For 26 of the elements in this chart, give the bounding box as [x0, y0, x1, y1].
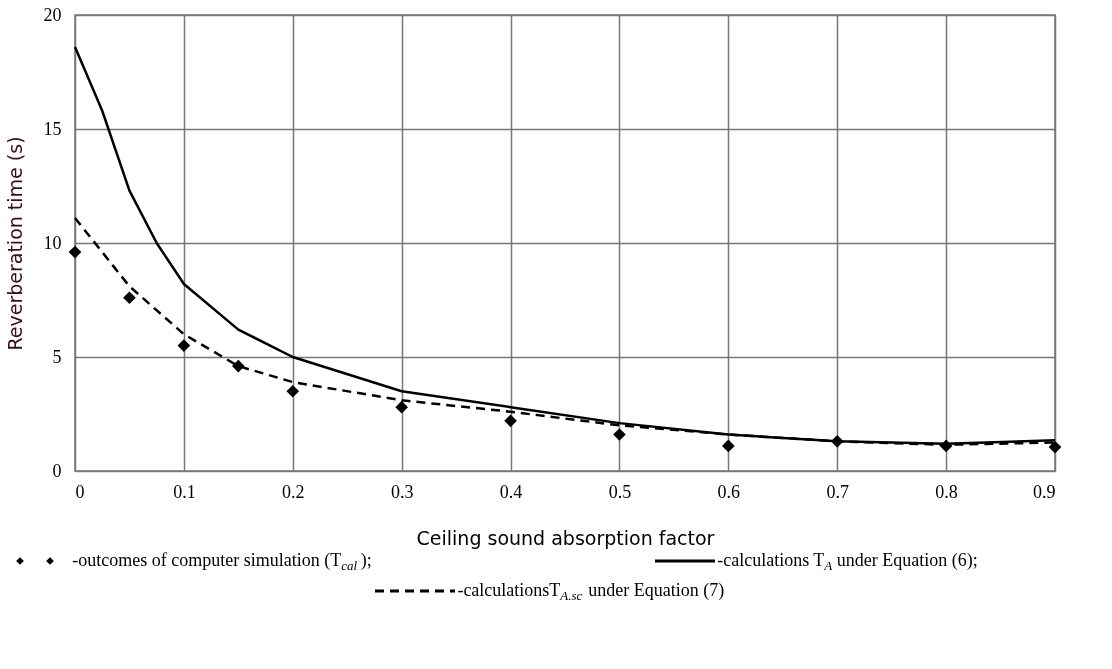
x-tick-label: 0.7: [826, 481, 849, 502]
point: [68, 245, 82, 259]
x-tick-label: 0.2: [282, 481, 305, 502]
x-tick-label: 0.1: [173, 481, 196, 502]
point: [395, 400, 408, 414]
point: [286, 384, 300, 398]
point: [613, 428, 626, 441]
x-tick-label: 0.5: [608, 481, 632, 502]
point: [1048, 440, 1062, 454]
y-axis-title: Reverberation time (s): [3, 136, 26, 351]
point: [123, 291, 136, 305]
point: [722, 439, 735, 453]
y-tick-label: 5: [52, 346, 62, 367]
x-tick-label: 0: [75, 481, 85, 502]
x-tick-label: 0.8: [935, 481, 958, 502]
y-tick-label: 15: [43, 118, 62, 139]
x-axis-title: Ceiling sound absorption factor: [416, 526, 715, 549]
x-tick-label: 0.6: [717, 481, 741, 502]
y-tick-label: 20: [43, 4, 62, 25]
x-tick-label: 0.3: [390, 481, 414, 502]
point: [177, 339, 191, 352]
y-tick-label: 0: [52, 460, 62, 481]
point: [504, 414, 517, 428]
x-tick-label: 0.9: [1033, 481, 1056, 502]
y-tick-label: 10: [43, 232, 62, 253]
x-tick-label: 0.4: [499, 481, 523, 502]
